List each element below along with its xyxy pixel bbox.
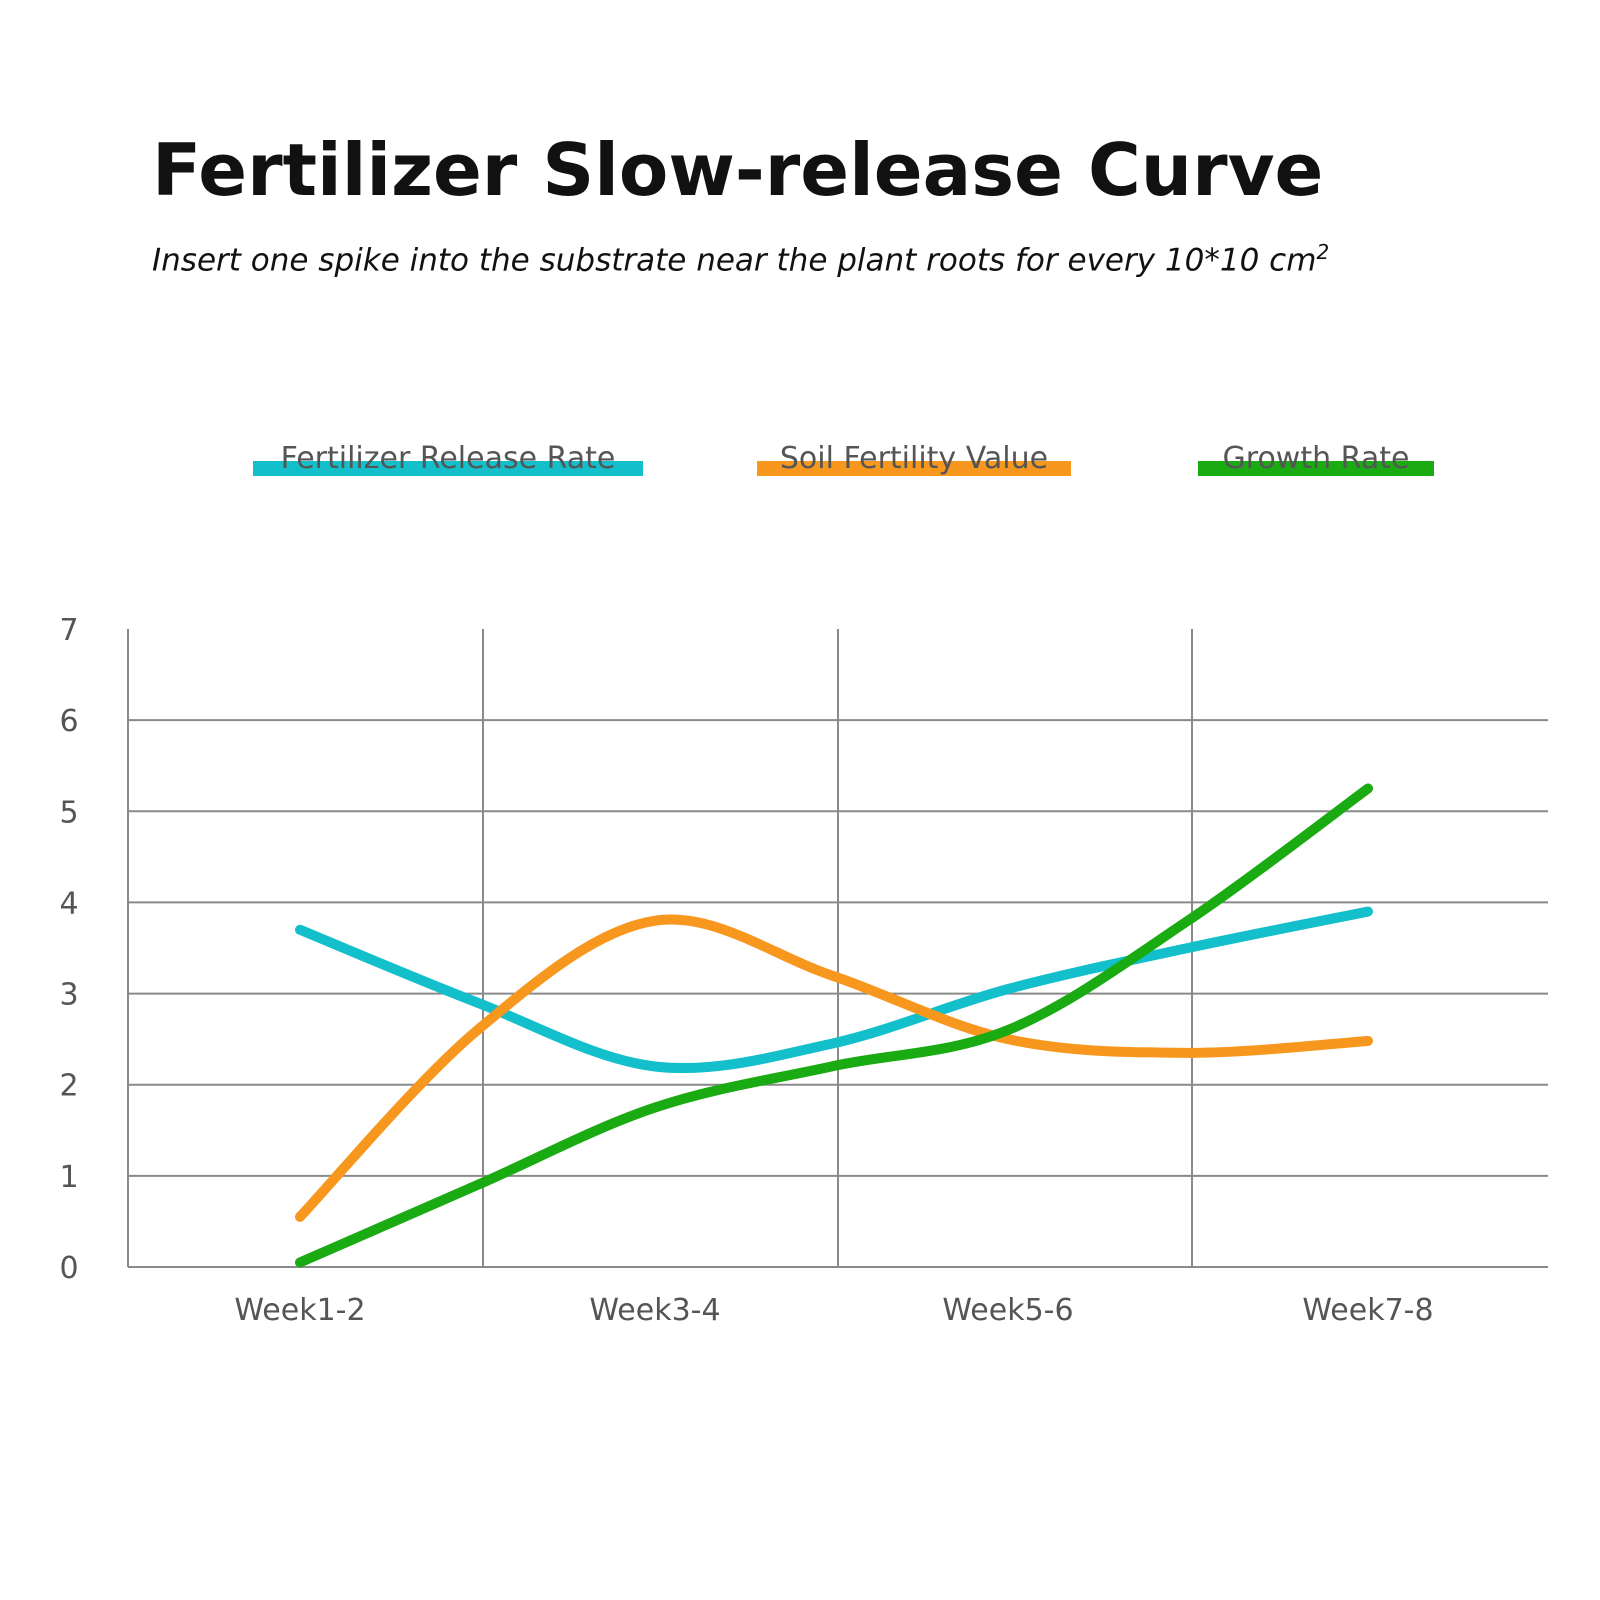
legend: Fertilizer Release Rate Soil Fertility Va… <box>253 441 1434 476</box>
series-line-3 <box>295 783 1373 1268</box>
chart-title: Fertilizer Slow-release Curve <box>152 128 1324 212</box>
y-tick-label-5: 5 <box>59 795 78 830</box>
legend-label-2: Soil Fertility Value <box>780 441 1048 476</box>
x-axis-ticks: Week1-2 Week3-4 Week5-6 Week7-8 <box>234 1293 1433 1328</box>
legend-label-1: Fertilizer Release Rate <box>281 441 616 476</box>
subtitle-text: Insert one spike into the substrate near… <box>152 242 1317 279</box>
chart-subtitle: Insert one spike into the substrate near… <box>152 240 1329 278</box>
x-tick-label-3: Week5-6 <box>942 1293 1073 1328</box>
legend-label-3: Growth Rate <box>1223 441 1410 476</box>
legend-swatch-2 <box>757 461 1071 476</box>
x-tick-label-2: Week3-4 <box>589 1293 720 1328</box>
y-tick-label-3: 3 <box>59 978 78 1013</box>
y-axis-ticks: 0 1 2 3 4 5 6 7 <box>59 613 78 1286</box>
y-tick-label-2: 2 <box>59 1069 78 1104</box>
y-tick-label-1: 1 <box>59 1160 78 1195</box>
y-tick-label-6: 6 <box>59 704 78 739</box>
series-line-2 <box>295 914 1373 1222</box>
chart-grid <box>127 629 1548 1268</box>
legend-swatch-1 <box>253 461 643 476</box>
y-tick-label-4: 4 <box>59 886 78 921</box>
x-tick-label-1: Week1-2 <box>234 1293 365 1328</box>
legend-swatch-3 <box>1198 461 1434 476</box>
subtitle-superscript: 2 <box>1316 240 1330 264</box>
y-tick-label-0: 0 <box>59 1251 78 1286</box>
series-lines <box>295 783 1373 1268</box>
y-tick-label-7: 7 <box>59 613 78 648</box>
x-tick-label-4: Week7-8 <box>1302 1293 1433 1328</box>
series-line-1 <box>295 906 1373 1074</box>
